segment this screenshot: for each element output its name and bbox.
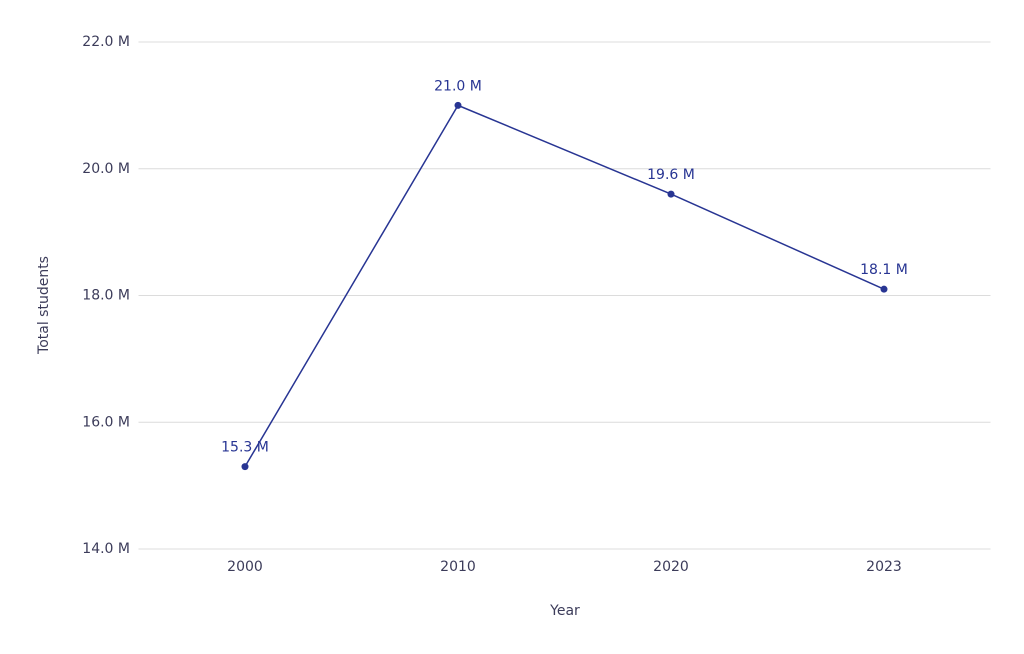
x-tick-label: 2020 (653, 559, 689, 575)
data-label: 18.1 M (860, 262, 908, 278)
line (244, 104, 885, 467)
data-label: 19.6 M (647, 167, 695, 183)
y-tick-label: 16.0 M (82, 414, 130, 430)
x-tick-label: 2023 (866, 559, 902, 575)
y-tick-label: 22.0 M (82, 34, 130, 50)
x-axis-title: Year (549, 603, 580, 619)
y-tick-label: 18.0 M (82, 288, 130, 304)
point (454, 101, 462, 109)
x-tick-label: 2000 (227, 559, 263, 575)
y-tick-label: 14.0 M (82, 541, 130, 557)
data-label: 21.0 M (434, 78, 482, 94)
point (241, 463, 249, 471)
point (667, 190, 675, 198)
x-tick-label: 2010 (440, 559, 476, 575)
data-label: 15.3 M (221, 440, 269, 456)
y-tick-label: 20.0 M (82, 161, 130, 177)
y-axis-title: Total students (36, 256, 52, 355)
point (880, 285, 888, 293)
